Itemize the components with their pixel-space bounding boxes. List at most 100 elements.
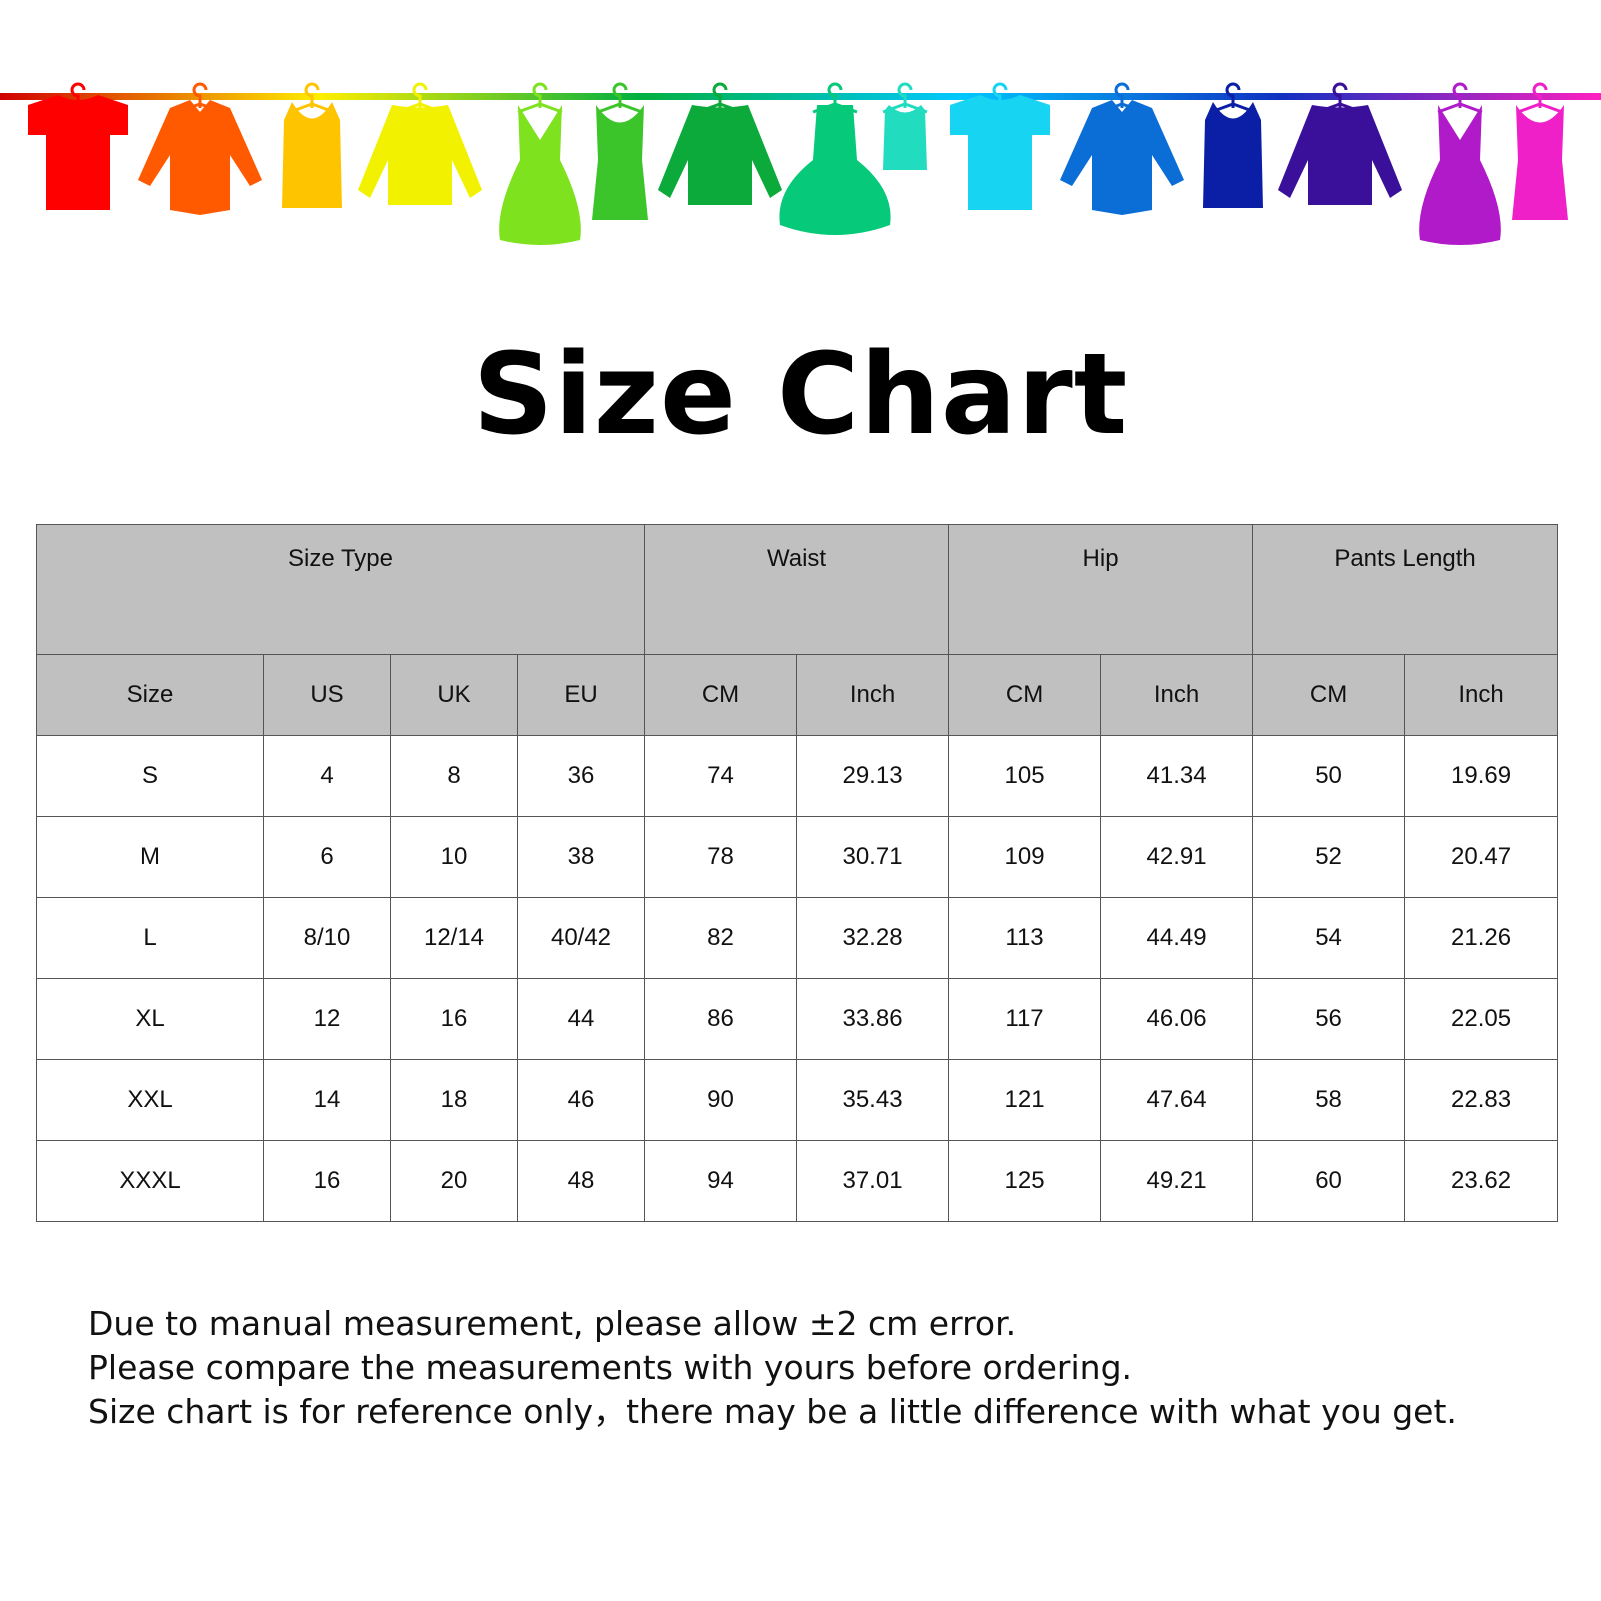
table-cell: 125 [948, 1140, 1102, 1222]
table-cell: 12/14 [390, 897, 518, 979]
clothes-rod [0, 93, 1601, 100]
note-line: Size chart is for reference only，there m… [88, 1392, 1457, 1431]
table-cell: 16 [390, 978, 518, 1060]
clothes-hanger-banner [0, 82, 1601, 245]
table-cell: 41.34 [1100, 735, 1254, 817]
size-chart-table: Size Type Waist Hip Pants Length Size US UK EU… [35, 524, 1559, 1222]
clothing-tank-icon [1203, 82, 1263, 208]
table-cell: 42.91 [1100, 816, 1254, 898]
table-cell: 8 [390, 735, 518, 817]
table-cell: 19.69 [1404, 735, 1559, 817]
table-cell: 32.28 [796, 897, 950, 979]
column-header: UK [390, 654, 518, 736]
table-row: XXL 14 18 46 90 35.43 121 47.64 58 22.83 [36, 1059, 1559, 1141]
group-header: Pants Length [1252, 524, 1559, 655]
group-header: Size Type [35, 524, 646, 655]
table-cell: 18 [390, 1059, 518, 1141]
column-header: CM [948, 654, 1102, 736]
clothing-shirt-icon [1060, 82, 1184, 215]
table-cell: 52 [1252, 816, 1406, 898]
column-header: CM [644, 654, 798, 736]
note-line: Due to manual measurement, please allow … [88, 1304, 1017, 1343]
table-cell: 46 [516, 1059, 646, 1141]
table-cell: 54 [1252, 897, 1406, 979]
table-cell: 36 [516, 735, 646, 817]
table-cell: XL [36, 978, 264, 1060]
table-cell: 10 [390, 816, 518, 898]
table-cell: XXL [36, 1059, 264, 1141]
notes: Due to manual measurement, please allow … [88, 1302, 1457, 1434]
clothing-sweater-icon [358, 82, 482, 205]
page-title: Size Chart [472, 330, 1129, 460]
table-cell: 22.83 [1404, 1059, 1559, 1141]
table-cell: 117 [948, 978, 1102, 1060]
table-cell: 56 [1252, 978, 1406, 1060]
clothing-tankdress-icon [592, 82, 648, 220]
table-cell: 37.01 [796, 1140, 950, 1222]
clothing-tee-icon [950, 82, 1050, 210]
table-cell: M [36, 816, 264, 898]
table-cell: 44 [516, 978, 646, 1060]
table-row: M 6 10 38 78 30.71 109 42.91 52 20.47 [36, 816, 1559, 898]
table-cell: XXXL [36, 1140, 264, 1222]
column-header: Inch [1100, 654, 1254, 736]
table-cell: 29.13 [796, 735, 950, 817]
table-cell: 16 [263, 1140, 391, 1222]
table-cell: 14 [263, 1059, 391, 1141]
table-cell: 47.64 [1100, 1059, 1254, 1141]
table-cell: 109 [948, 816, 1102, 898]
table-cell: 20 [390, 1140, 518, 1222]
column-header: EU [516, 654, 646, 736]
group-header: Hip [948, 524, 1254, 655]
table-cell: 82 [644, 897, 798, 979]
table-cell: L [36, 897, 264, 979]
table-cell: 49.21 [1100, 1140, 1254, 1222]
group-header: Waist [644, 524, 950, 655]
table-cell: 78 [644, 816, 798, 898]
column-header: Inch [1404, 654, 1559, 736]
table-cell: 6 [263, 816, 391, 898]
table-cell: 46.06 [1100, 978, 1254, 1060]
clothing-tank-icon [282, 82, 342, 208]
clothing-tee-icon [28, 82, 128, 210]
clothing-dress-icon [499, 82, 581, 245]
table-cell: 44.49 [1100, 897, 1254, 979]
table-cell: 121 [948, 1059, 1102, 1141]
table-cell: 38 [516, 816, 646, 898]
table-cell: 12 [263, 978, 391, 1060]
clothing-sweater-icon [658, 82, 782, 205]
clothing-tankdress-icon [1512, 82, 1568, 220]
table-cell: 105 [948, 735, 1102, 817]
table-cell: 21.26 [1404, 897, 1559, 979]
table-cell: 90 [644, 1059, 798, 1141]
clothing-dress-icon [1419, 82, 1501, 245]
table-cell: 35.43 [796, 1059, 950, 1141]
clothing-shirt-icon [138, 82, 262, 215]
table-row: XXXL 16 20 48 94 37.01 125 49.21 60 23.62 [36, 1140, 1559, 1222]
table-cell: 50 [1252, 735, 1406, 817]
table-cell: 74 [644, 735, 798, 817]
table-cell: 33.86 [796, 978, 950, 1060]
note-line: Please compare the measurements with you… [88, 1348, 1133, 1387]
table-row: L 8/10 12/14 40/42 82 32.28 113 44.49 54 21.26 [36, 897, 1559, 979]
clothing-puffy-icon [779, 82, 891, 235]
table-cell: 23.62 [1404, 1140, 1559, 1222]
table-cell: 4 [263, 735, 391, 817]
column-header: Inch [796, 654, 950, 736]
table-cell: 60 [1252, 1140, 1406, 1222]
table-cell: 22.05 [1404, 978, 1559, 1060]
table-cell: S [36, 735, 264, 817]
table-row: S 4 8 36 74 29.13 105 41.34 50 19.69 [36, 735, 1559, 817]
table-row: XL 12 16 44 86 33.86 117 46.06 56 22.05 [36, 978, 1559, 1060]
column-header: CM [1252, 654, 1406, 736]
table-cell: 20.47 [1404, 816, 1559, 898]
table-cell: 8/10 [263, 897, 391, 979]
table-cell: 86 [644, 978, 798, 1060]
clothing-sweater-icon [1278, 82, 1402, 205]
table-cell: 113 [948, 897, 1102, 979]
table-cell: 48 [516, 1140, 646, 1222]
table-cell: 58 [1252, 1059, 1406, 1141]
clothing-cami-icon [882, 82, 928, 170]
column-header: Size [36, 654, 264, 736]
table-cell: 40/42 [516, 897, 646, 979]
